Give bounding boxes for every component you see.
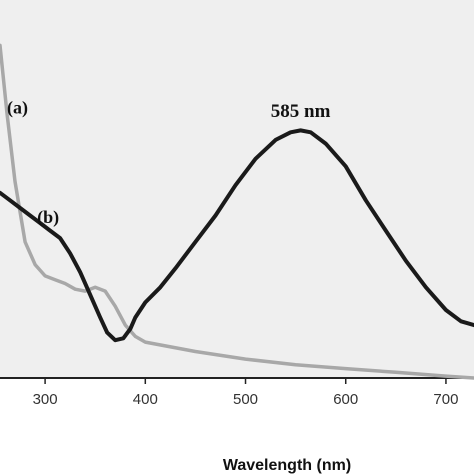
series-b-line <box>0 43 474 380</box>
x-tick-label: 700 <box>433 391 458 408</box>
label-a: (a) <box>7 97 28 118</box>
x-tick-label: 400 <box>133 391 158 408</box>
series-layer <box>0 43 474 380</box>
annotation-layer: (a) (b) 585 nm <box>7 97 331 228</box>
plot-background <box>0 0 474 378</box>
x-tick-label: 300 <box>33 391 58 408</box>
series-a-line <box>0 128 474 343</box>
label-b: (b) <box>37 207 59 228</box>
x-ticks: 300 400 500 600 700 <box>33 378 458 408</box>
x-tick-label: 500 <box>233 391 258 408</box>
x-tick-label: 600 <box>333 391 358 408</box>
peak-label: 585 nm <box>271 101 331 122</box>
x-axis-title: Wavelength (nm) <box>223 457 351 474</box>
